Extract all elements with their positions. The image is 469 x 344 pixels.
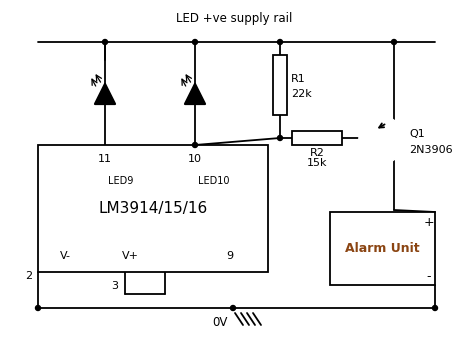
Text: V+: V+ [121,251,138,261]
Circle shape [192,142,197,148]
Text: 15k: 15k [307,158,327,168]
Circle shape [432,305,438,311]
Text: V-: V- [60,251,70,261]
Text: LM3914/15/16: LM3914/15/16 [98,201,208,216]
Text: 2N3906: 2N3906 [409,145,453,155]
Circle shape [359,117,405,163]
Text: R2: R2 [310,148,325,158]
Circle shape [230,305,235,311]
Text: LED10: LED10 [198,176,229,186]
Circle shape [392,40,396,44]
Polygon shape [95,84,115,104]
Circle shape [278,136,282,140]
Text: 3: 3 [112,281,119,291]
Text: 22k: 22k [291,89,312,99]
Circle shape [36,305,40,311]
Bar [273,55,287,115]
Text: LED +ve supply rail: LED +ve supply rail [176,11,292,24]
Text: 2: 2 [25,271,32,281]
Circle shape [278,40,282,44]
Text: 11: 11 [98,154,112,164]
Polygon shape [185,84,205,104]
Text: R1: R1 [291,74,306,84]
Bar [38,145,268,272]
Circle shape [103,40,107,44]
Text: +: + [424,215,434,228]
Text: Alarm Unit: Alarm Unit [345,242,420,255]
Bar [330,212,435,285]
Text: 0V: 0V [212,315,228,329]
Text: LED9: LED9 [108,176,133,186]
Text: Q1: Q1 [409,129,425,139]
Text: -: - [427,270,431,283]
Bar [292,131,342,145]
Text: 10: 10 [188,154,202,164]
Circle shape [192,40,197,44]
Text: 9: 9 [227,251,234,261]
